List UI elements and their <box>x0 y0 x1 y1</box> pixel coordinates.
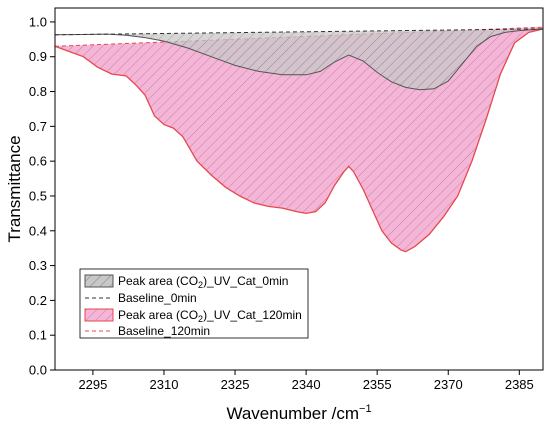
legend-label-1: Baseline_0min <box>118 291 197 305</box>
y-axis: 0.0 0.1 0.2 0.3 0.4 0.5 0.6 0.7 0.8 0.9 1.0 <box>29 14 55 378</box>
y-tick-label-9: 0.9 <box>29 49 47 64</box>
series-layer <box>55 26 543 253</box>
x-axis-title-main: Wavenumber /cm <box>226 404 359 423</box>
y-tick-label-4: 0.4 <box>29 223 47 238</box>
x-axis-title: Wavenumber /cm−1 <box>226 403 371 423</box>
y-tick-label-5: 0.5 <box>29 188 47 203</box>
y-tick-label-6: 0.6 <box>29 154 47 169</box>
x-tick-label-4: 2355 <box>363 377 392 392</box>
y-tick-label-1: 0.1 <box>29 328 47 343</box>
y-axis-title: Transmittance <box>5 135 24 242</box>
y-tick-label-2: 0.2 <box>29 293 47 308</box>
x-axis-title-superscript: −1 <box>359 403 372 415</box>
y-tick-label-7: 0.7 <box>29 119 47 134</box>
legend: Peak area (CO2)_UV_Cat_0minBaseline_0min… <box>79 268 309 339</box>
legend-box <box>79 268 309 339</box>
x-tick-label-3: 2340 <box>292 377 321 392</box>
x-tick-label-2: 2325 <box>221 377 250 392</box>
legend-swatch-2 <box>84 308 114 322</box>
y-tick-label-8: 0.8 <box>29 84 47 99</box>
legend-swatch-0 <box>84 274 114 288</box>
legend-label-0: Peak area (CO2)_UV_Cat_0min <box>118 274 288 290</box>
x-tick-label-6: 2385 <box>505 377 534 392</box>
y-tick-label-0: 0.0 <box>29 363 47 378</box>
plot-frame <box>54 7 544 371</box>
y-tick-label-10: 1.0 <box>29 14 47 29</box>
peak-curve-0 <box>55 28 543 91</box>
peak-curve-2 <box>55 28 543 253</box>
legend-label-3: Baseline_120min <box>118 324 210 338</box>
baseline-1 <box>55 28 543 36</box>
x-tick-label-0: 2295 <box>78 377 107 392</box>
y-tick-label-3: 0.3 <box>29 258 47 273</box>
legend-label-2: Peak area (CO2)_UV_Cat_120min <box>118 308 302 324</box>
x-tick-label-1: 2310 <box>150 377 179 392</box>
x-tick-label-5: 2370 <box>434 377 463 392</box>
x-axis: 2295 2310 2325 2340 2355 2370 2385 <box>78 370 534 392</box>
peak-area-fill-0 <box>55 28 543 90</box>
